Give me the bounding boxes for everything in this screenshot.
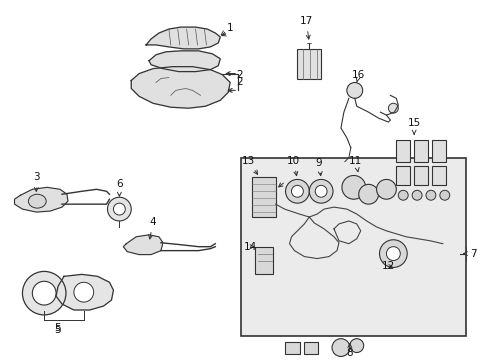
Ellipse shape [28, 194, 46, 208]
Circle shape [376, 179, 395, 199]
Text: 9: 9 [315, 158, 322, 176]
Circle shape [425, 190, 435, 200]
Polygon shape [131, 67, 230, 108]
Circle shape [387, 103, 398, 113]
Circle shape [398, 190, 407, 200]
Circle shape [74, 282, 94, 302]
Text: 1: 1 [221, 23, 233, 35]
Text: 3: 3 [33, 172, 40, 192]
Text: 5: 5 [54, 325, 60, 335]
Bar [304, 342, 318, 354]
Text: 8: 8 [346, 344, 352, 357]
Circle shape [331, 339, 349, 356]
Polygon shape [56, 274, 113, 310]
Polygon shape [15, 187, 68, 212]
Text: 12: 12 [381, 261, 394, 271]
Text: 2: 2 [236, 69, 243, 80]
Text: 17: 17 [299, 16, 312, 39]
Circle shape [315, 185, 326, 197]
Bar [251, 177, 275, 217]
Bar [413, 140, 427, 162]
Circle shape [308, 179, 332, 203]
Polygon shape [123, 235, 163, 255]
Bar [395, 166, 409, 185]
Circle shape [411, 190, 421, 200]
Bar [431, 166, 445, 185]
Bar [431, 140, 445, 162]
Circle shape [341, 175, 365, 199]
Circle shape [113, 203, 125, 215]
Circle shape [379, 240, 407, 267]
Text: 5: 5 [54, 323, 60, 333]
Polygon shape [149, 51, 220, 72]
Text: 16: 16 [351, 69, 365, 82]
Bar [284, 342, 300, 354]
Bar [254, 247, 272, 274]
Circle shape [285, 179, 308, 203]
Circle shape [107, 197, 131, 221]
Circle shape [291, 185, 303, 197]
Bar [413, 166, 427, 185]
Text: 10: 10 [286, 156, 300, 176]
Polygon shape [146, 27, 220, 49]
Bar [297, 49, 321, 78]
Circle shape [346, 82, 362, 98]
Text: 14: 14 [243, 242, 256, 252]
Circle shape [32, 281, 56, 305]
Circle shape [386, 247, 400, 261]
Circle shape [439, 190, 449, 200]
Bar [241, 158, 465, 336]
Text: 2: 2 [236, 77, 243, 87]
Circle shape [349, 339, 363, 352]
Text: 15: 15 [407, 118, 420, 134]
Text: 13: 13 [241, 156, 257, 174]
Circle shape [358, 184, 378, 204]
Circle shape [22, 271, 66, 315]
Bar [395, 140, 409, 162]
Text: 7: 7 [463, 249, 476, 258]
Text: 4: 4 [148, 217, 156, 239]
Text: 6: 6 [116, 179, 122, 196]
Text: 11: 11 [348, 156, 362, 172]
